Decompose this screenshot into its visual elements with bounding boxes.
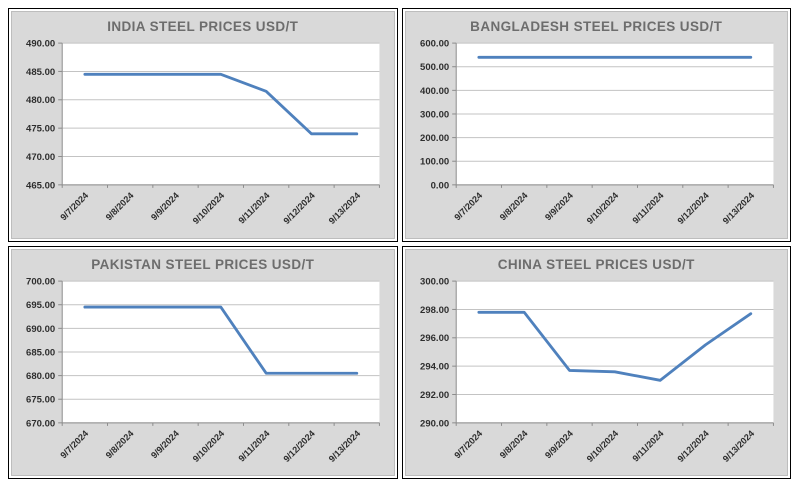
svg-text:670.00: 670.00	[26, 418, 55, 429]
svg-text:600.00: 600.00	[420, 39, 449, 50]
china-steel-chart-panel: CHINA STEEL PRICES USD/T 290.00 292.00 294…	[404, 248, 788, 476]
svg-text:9/8/2024: 9/8/2024	[104, 428, 136, 460]
svg-text:470.00: 470.00	[26, 152, 55, 163]
india-line-chart: 465.00 470.00 475.00 480.00 485.00 490.00 9/7/…	[26, 39, 380, 226]
svg-text:200.00: 200.00	[420, 133, 449, 144]
india-steel-chart-cell: INDIA STEEL PRICES USD/T 465.00 470.00 475…	[8, 8, 398, 242]
svg-text:9/10/2024: 9/10/2024	[584, 190, 619, 226]
china-steel-chart-cell: CHINA STEEL PRICES USD/T 290.00 292.00 294…	[401, 245, 791, 479]
bangladesh-steel-chart-panel: BANGLADESH STEEL PRICES USD/T 0.00 100.00…	[404, 11, 788, 239]
svg-text:675.00: 675.00	[26, 394, 55, 405]
svg-text:100.00: 100.00	[420, 157, 449, 168]
chart-title: PAKISTAN STEEL PRICES USD/T	[91, 256, 315, 272]
svg-text:9/9/2024: 9/9/2024	[149, 190, 181, 222]
svg-text:9/11/2024: 9/11/2024	[630, 190, 665, 225]
svg-text:9/13/2024: 9/13/2024	[720, 190, 755, 226]
svg-text:9/8/2024: 9/8/2024	[497, 428, 529, 460]
chart-title: INDIA STEEL PRICES USD/T	[107, 19, 299, 34]
svg-text:700.00: 700.00	[26, 276, 55, 287]
svg-text:9/7/2024: 9/7/2024	[452, 428, 484, 460]
svg-text:485.00: 485.00	[26, 67, 55, 78]
svg-text:480.00: 480.00	[26, 95, 55, 106]
svg-text:690.00: 690.00	[26, 323, 55, 334]
svg-text:9/7/2024: 9/7/2024	[58, 428, 90, 460]
svg-text:9/12/2024: 9/12/2024	[675, 428, 710, 464]
svg-text:400.00: 400.00	[420, 86, 449, 97]
chart-title: CHINA STEEL PRICES USD/T	[497, 256, 695, 272]
pakistan-steel-chart-panel: PAKISTAN STEEL PRICES USD/T 670.00 675.00…	[11, 248, 395, 476]
svg-text:685.00: 685.00	[26, 347, 55, 358]
svg-text:0.00: 0.00	[430, 180, 449, 191]
svg-text:292.00: 292.00	[420, 389, 449, 400]
svg-text:9/12/2024: 9/12/2024	[281, 190, 316, 226]
svg-text:9/11/2024: 9/11/2024	[236, 190, 271, 225]
svg-text:695.00: 695.00	[26, 300, 55, 311]
svg-text:680.00: 680.00	[26, 371, 55, 382]
svg-text:9/13/2024: 9/13/2024	[720, 428, 755, 464]
svg-text:9/7/2024: 9/7/2024	[58, 190, 90, 222]
svg-text:9/10/2024: 9/10/2024	[191, 190, 226, 226]
svg-text:300.00: 300.00	[420, 276, 449, 287]
bangladesh-steel-chart-cell: BANGLADESH STEEL PRICES USD/T 0.00 100.00…	[401, 8, 791, 242]
svg-text:298.00: 298.00	[420, 304, 449, 315]
bangladesh-line-chart: 0.00 100.00 200.00 300.00 400.00 500.00 600.00…	[420, 39, 774, 226]
svg-text:294.00: 294.00	[420, 361, 449, 372]
svg-text:9/12/2024: 9/12/2024	[675, 190, 710, 226]
svg-text:9/10/2024: 9/10/2024	[584, 428, 619, 464]
svg-text:9/7/2024: 9/7/2024	[452, 190, 484, 222]
pakistan-steel-chart-cell: PAKISTAN STEEL PRICES USD/T 670.00 675.00…	[8, 245, 398, 479]
svg-text:9/11/2024: 9/11/2024	[236, 428, 271, 463]
svg-text:465.00: 465.00	[26, 180, 55, 191]
svg-text:296.00: 296.00	[420, 333, 449, 344]
svg-text:9/8/2024: 9/8/2024	[104, 190, 136, 222]
svg-text:9/13/2024: 9/13/2024	[327, 428, 362, 464]
svg-text:9/10/2024: 9/10/2024	[191, 428, 226, 464]
svg-text:9/9/2024: 9/9/2024	[149, 428, 181, 460]
svg-text:9/13/2024: 9/13/2024	[327, 190, 362, 226]
svg-text:300.00: 300.00	[420, 109, 449, 120]
svg-text:9/8/2024: 9/8/2024	[497, 190, 529, 222]
india-steel-chart-panel: INDIA STEEL PRICES USD/T 465.00 470.00 475…	[11, 11, 395, 239]
china-line-chart: 290.00 292.00 294.00 296.00 298.00 300.00 9/7/…	[420, 276, 774, 464]
svg-text:490.00: 490.00	[26, 39, 55, 50]
svg-text:9/11/2024: 9/11/2024	[630, 428, 665, 463]
chart-title: BANGLADESH STEEL PRICES USD/T	[470, 19, 723, 34]
svg-text:475.00: 475.00	[26, 124, 55, 135]
svg-text:9/9/2024: 9/9/2024	[543, 428, 575, 460]
pakistan-line-chart: 670.00 675.00 680.00 685.00 690.00 695.00 700.…	[26, 276, 380, 464]
svg-text:9/9/2024: 9/9/2024	[543, 190, 575, 222]
svg-text:9/12/2024: 9/12/2024	[281, 428, 316, 464]
svg-text:290.00: 290.00	[420, 418, 449, 429]
svg-text:500.00: 500.00	[420, 62, 449, 73]
